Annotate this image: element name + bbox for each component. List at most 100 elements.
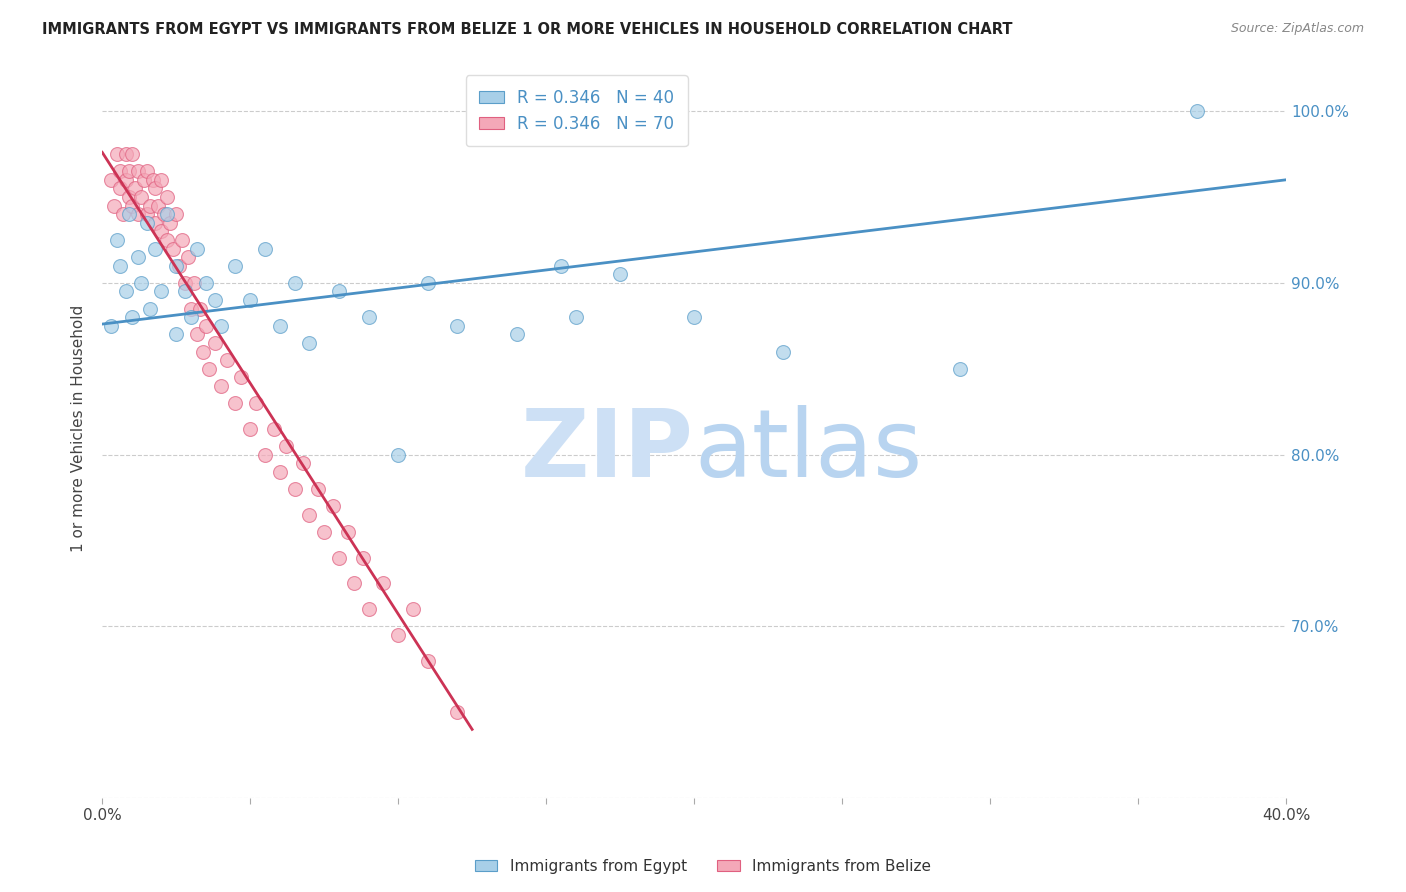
Point xyxy=(156,233,179,247)
Point xyxy=(141,173,163,187)
Point xyxy=(145,216,167,230)
Point xyxy=(357,602,380,616)
Point xyxy=(197,361,219,376)
Point xyxy=(336,524,359,539)
Point xyxy=(135,216,157,230)
Point xyxy=(132,173,155,187)
Point xyxy=(121,198,143,212)
Point xyxy=(165,259,187,273)
Point xyxy=(416,276,439,290)
Point xyxy=(135,164,157,178)
Point xyxy=(127,250,149,264)
Point xyxy=(148,198,170,212)
Point xyxy=(118,190,141,204)
Point xyxy=(446,705,468,719)
Point xyxy=(183,276,205,290)
Legend: R = 0.346   N = 40, R = 0.346   N = 70: R = 0.346 N = 40, R = 0.346 N = 70 xyxy=(465,75,688,146)
Point xyxy=(174,285,197,299)
Point xyxy=(239,293,262,307)
Point xyxy=(156,207,179,221)
Point xyxy=(156,190,179,204)
Point xyxy=(180,310,202,325)
Point xyxy=(127,207,149,221)
Text: ZIP: ZIP xyxy=(522,405,695,497)
Point xyxy=(145,242,167,256)
Y-axis label: 1 or more Vehicles in Household: 1 or more Vehicles in Household xyxy=(72,305,86,552)
Point xyxy=(416,654,439,668)
Point xyxy=(209,318,232,333)
Point xyxy=(373,576,395,591)
Point xyxy=(115,173,138,187)
Point xyxy=(105,147,128,161)
Point xyxy=(121,310,143,325)
Point xyxy=(564,310,586,325)
Point xyxy=(292,456,315,470)
Point xyxy=(115,285,138,299)
Point xyxy=(224,396,246,410)
Point xyxy=(343,576,366,591)
Point xyxy=(177,250,200,264)
Point xyxy=(609,267,631,281)
Point xyxy=(118,164,141,178)
Point xyxy=(446,318,468,333)
Point xyxy=(269,465,291,479)
Point xyxy=(129,276,152,290)
Point xyxy=(108,181,131,195)
Point xyxy=(150,173,173,187)
Point xyxy=(138,198,160,212)
Point xyxy=(103,198,125,212)
Point xyxy=(153,207,176,221)
Point xyxy=(188,301,211,316)
Point xyxy=(162,242,184,256)
Point xyxy=(204,293,226,307)
Point xyxy=(135,207,157,221)
Point xyxy=(165,207,187,221)
Point xyxy=(224,259,246,273)
Text: Source: ZipAtlas.com: Source: ZipAtlas.com xyxy=(1230,22,1364,36)
Point xyxy=(194,276,217,290)
Point xyxy=(253,242,276,256)
Text: atlas: atlas xyxy=(695,405,922,497)
Point xyxy=(194,318,217,333)
Point xyxy=(105,233,128,247)
Point xyxy=(239,422,262,436)
Point xyxy=(186,242,208,256)
Point xyxy=(145,181,167,195)
Point xyxy=(150,285,173,299)
Point xyxy=(138,301,160,316)
Point xyxy=(100,173,122,187)
Point xyxy=(231,370,253,384)
Point xyxy=(124,181,146,195)
Point xyxy=(772,344,794,359)
Point xyxy=(387,628,409,642)
Point xyxy=(108,164,131,178)
Point xyxy=(186,327,208,342)
Point xyxy=(402,602,425,616)
Point xyxy=(204,335,226,350)
Point xyxy=(298,335,321,350)
Point xyxy=(174,276,197,290)
Point xyxy=(263,422,285,436)
Point xyxy=(357,310,380,325)
Point xyxy=(1185,104,1208,119)
Point xyxy=(387,448,409,462)
Text: IMMIGRANTS FROM EGYPT VS IMMIGRANTS FROM BELIZE 1 OR MORE VEHICLES IN HOUSEHOLD : IMMIGRANTS FROM EGYPT VS IMMIGRANTS FROM… xyxy=(42,22,1012,37)
Point xyxy=(328,285,350,299)
Point xyxy=(245,396,267,410)
Point xyxy=(115,147,138,161)
Point xyxy=(352,550,374,565)
Point xyxy=(550,259,572,273)
Point xyxy=(150,224,173,238)
Point xyxy=(322,499,344,513)
Point xyxy=(298,508,321,522)
Point xyxy=(167,259,190,273)
Point xyxy=(683,310,706,325)
Point xyxy=(172,233,194,247)
Point xyxy=(127,164,149,178)
Point xyxy=(129,190,152,204)
Point xyxy=(100,318,122,333)
Point xyxy=(118,207,141,221)
Point xyxy=(180,301,202,316)
Point xyxy=(274,439,297,453)
Point xyxy=(328,550,350,565)
